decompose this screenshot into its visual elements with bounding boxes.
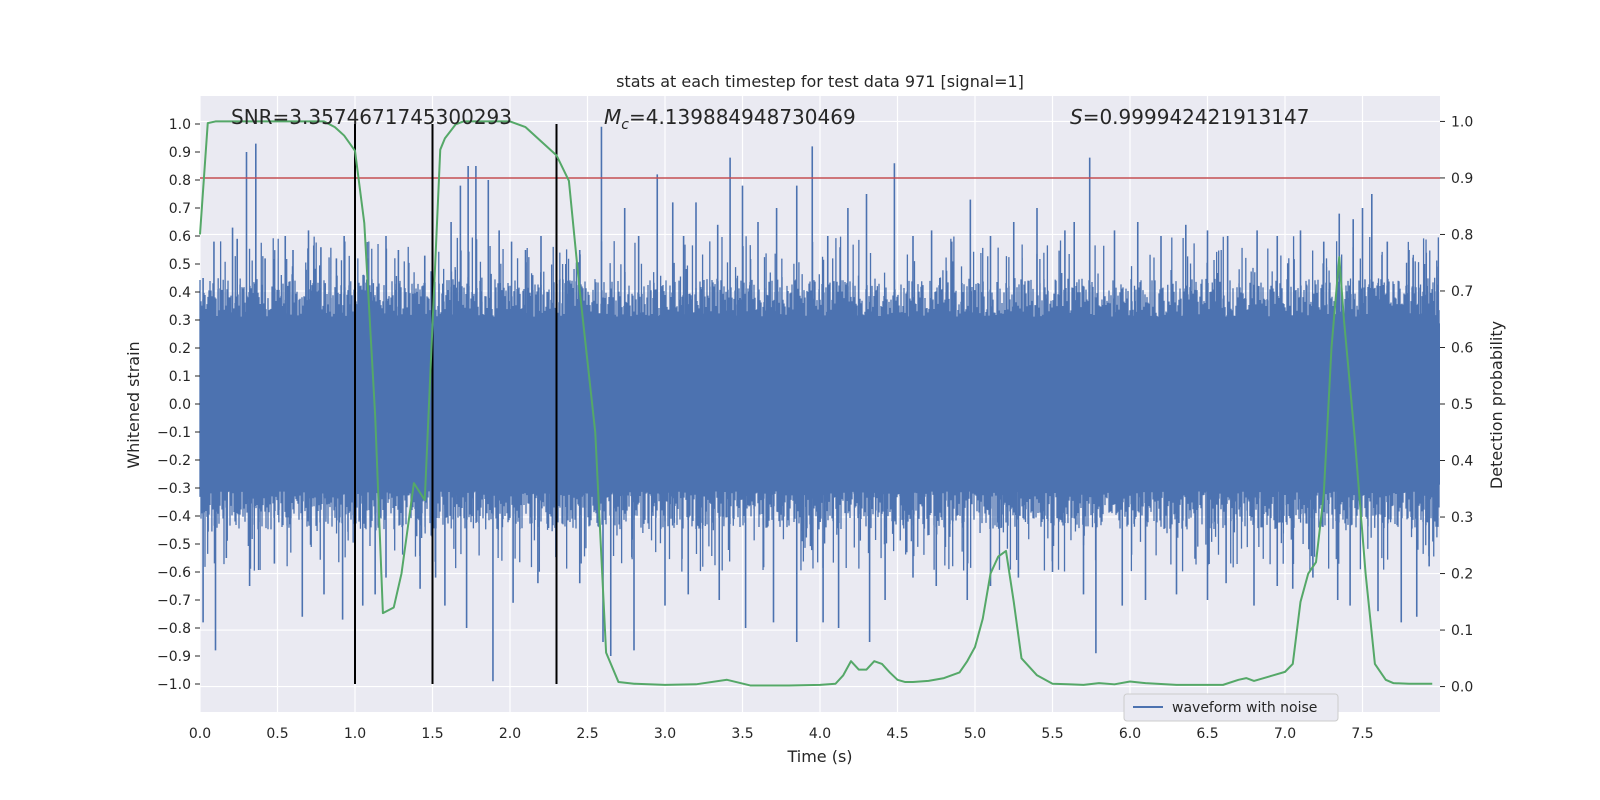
y-tick-label: 0.3 bbox=[169, 313, 191, 329]
x-axis-ticks: 0.0 0.5 1.0 1.5 2.0 2.5 3.0 3.5 4.0 4.5 5.0 5.5 6.0 6… bbox=[189, 726, 1374, 742]
chirp-mass-annotation: Mc=4.139884948730469 bbox=[604, 105, 856, 133]
y-tick-label: −0.5 bbox=[157, 537, 191, 553]
x-tick-label: 1.0 bbox=[344, 726, 366, 742]
x-tick-label: 2.5 bbox=[576, 726, 598, 742]
chart-title: stats at each timestep for test data 971… bbox=[616, 72, 1024, 91]
y-axis-ticks: 1.0 0.9 0.8 0.7 0.6 0.5 0.4 0.3 0.2 0.1 0.0 −0.1 −0.… bbox=[157, 117, 200, 693]
y-tick-label: 0.1 bbox=[169, 369, 191, 385]
chirp-mass-symbol: M bbox=[604, 105, 621, 129]
y2-tick-label: 0.9 bbox=[1451, 171, 1473, 187]
x-tick-label: 0.5 bbox=[266, 726, 288, 742]
x-tick-label: 2.0 bbox=[499, 726, 521, 742]
y2-tick-label: 0.8 bbox=[1451, 227, 1473, 243]
y-tick-label: 0.5 bbox=[169, 257, 191, 273]
y2-tick-label: 0.2 bbox=[1451, 567, 1473, 583]
y-tick-label: 0.0 bbox=[169, 397, 191, 413]
y-tick-label: −0.1 bbox=[157, 425, 191, 441]
x-tick-label: 4.0 bbox=[809, 726, 831, 742]
y2-tick-label: 0.5 bbox=[1451, 397, 1473, 413]
y-tick-label: −0.4 bbox=[157, 509, 191, 525]
score-value: =0.999942421913147 bbox=[1083, 105, 1310, 129]
y-tick-label: −0.3 bbox=[157, 481, 191, 497]
x-tick-label: 5.5 bbox=[1041, 726, 1063, 742]
y-tick-label: −0.6 bbox=[157, 565, 191, 581]
probability-series bbox=[199, 120, 1433, 687]
y-tick-label: −0.9 bbox=[157, 649, 191, 665]
x-tick-label: 6.5 bbox=[1196, 726, 1218, 742]
y-tick-label: 0.6 bbox=[169, 229, 191, 245]
legend: waveform with noise bbox=[1123, 693, 1339, 722]
snr-annotation: SNR=3.3574671745300293 bbox=[231, 105, 512, 129]
y2-tick-label: 0.0 bbox=[1451, 680, 1473, 696]
y2-tick-label: 0.3 bbox=[1451, 510, 1473, 526]
x-tick-label: 4.5 bbox=[886, 726, 908, 742]
y2-axis-label: Detection probability bbox=[1487, 321, 1506, 489]
legend-label-waveform: waveform with noise bbox=[1172, 700, 1317, 716]
x-tick-label: 3.0 bbox=[654, 726, 676, 742]
y-tick-label: −0.8 bbox=[157, 621, 191, 637]
y-tick-label: −0.7 bbox=[157, 593, 191, 609]
y-tick-label: −0.2 bbox=[157, 453, 191, 469]
x-tick-label: 5.0 bbox=[964, 726, 986, 742]
detection-probability-line bbox=[199, 120, 1433, 687]
x-axis-label: Time (s) bbox=[786, 747, 852, 766]
y-tick-label: −1.0 bbox=[157, 677, 191, 693]
y2-tick-label: 1.0 bbox=[1451, 114, 1473, 130]
vertical-markers bbox=[354, 124, 558, 684]
x-tick-label: 3.5 bbox=[731, 726, 753, 742]
x-tick-label: 1.5 bbox=[421, 726, 443, 742]
y2-tick-label: 0.4 bbox=[1451, 454, 1473, 470]
y2-axis-ticks: 1.0 0.9 0.8 0.7 0.6 0.5 0.4 0.3 0.2 0.1 0.0 bbox=[1440, 114, 1473, 696]
y-tick-label: 0.7 bbox=[169, 201, 191, 217]
x-tick-label: 0.0 bbox=[189, 726, 211, 742]
y-tick-label: 1.0 bbox=[169, 117, 191, 133]
y2-tick-label: 0.7 bbox=[1451, 284, 1473, 300]
chirp-mass-subscript: c bbox=[621, 117, 629, 133]
waveform-series bbox=[199, 126, 1440, 682]
waveform-trace bbox=[199, 236, 1440, 572]
y-tick-label: 0.9 bbox=[169, 145, 191, 161]
legend-box bbox=[1123, 693, 1339, 722]
y2-tick-label: 0.1 bbox=[1451, 623, 1473, 639]
score-annotation: S=0.999942421913147 bbox=[1070, 105, 1309, 129]
y2-tick-label: 0.6 bbox=[1451, 340, 1473, 356]
score-symbol: S bbox=[1070, 105, 1083, 129]
x-tick-label: 7.0 bbox=[1274, 726, 1296, 742]
chirp-mass-value: =4.139884948730469 bbox=[629, 105, 856, 129]
y-tick-label: 0.2 bbox=[169, 341, 191, 357]
x-tick-label: 6.0 bbox=[1119, 726, 1141, 742]
y-tick-label: 0.4 bbox=[169, 285, 191, 301]
y-axis-label: Whitened strain bbox=[124, 341, 143, 468]
x-tick-label: 7.5 bbox=[1351, 726, 1373, 742]
y-tick-label: 0.8 bbox=[169, 173, 191, 189]
